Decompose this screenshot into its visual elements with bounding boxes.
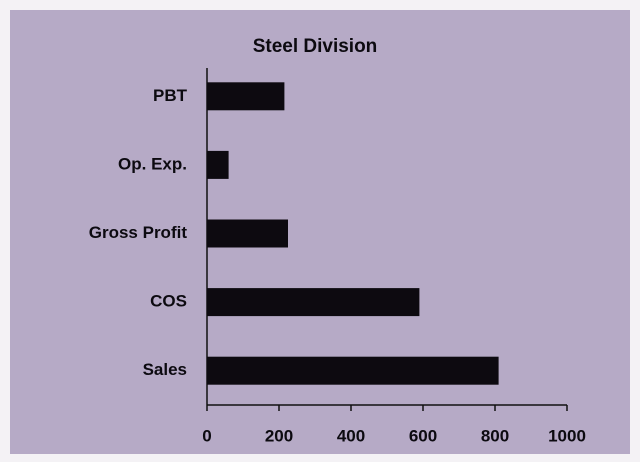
bar xyxy=(207,288,420,317)
y-tick-label: COS xyxy=(150,292,187,311)
bar xyxy=(207,219,288,248)
x-tick-label: 1000 xyxy=(548,426,586,445)
chart-title: Steel Division xyxy=(253,36,378,57)
x-tick-label: 200 xyxy=(265,426,293,445)
bar xyxy=(207,356,499,385)
x-tick-label: 600 xyxy=(409,426,437,445)
x-tick-label: 400 xyxy=(337,426,365,445)
bar xyxy=(207,150,229,179)
y-tick-label: PBT xyxy=(153,86,188,105)
y-tick-label: Op. Exp. xyxy=(118,154,187,173)
x-tick-label: 800 xyxy=(481,426,509,445)
x-tick-label: 0 xyxy=(202,426,211,445)
y-tick-label: Sales xyxy=(143,360,187,379)
y-tick-label: Gross Profit xyxy=(89,223,188,242)
bar xyxy=(207,82,285,111)
